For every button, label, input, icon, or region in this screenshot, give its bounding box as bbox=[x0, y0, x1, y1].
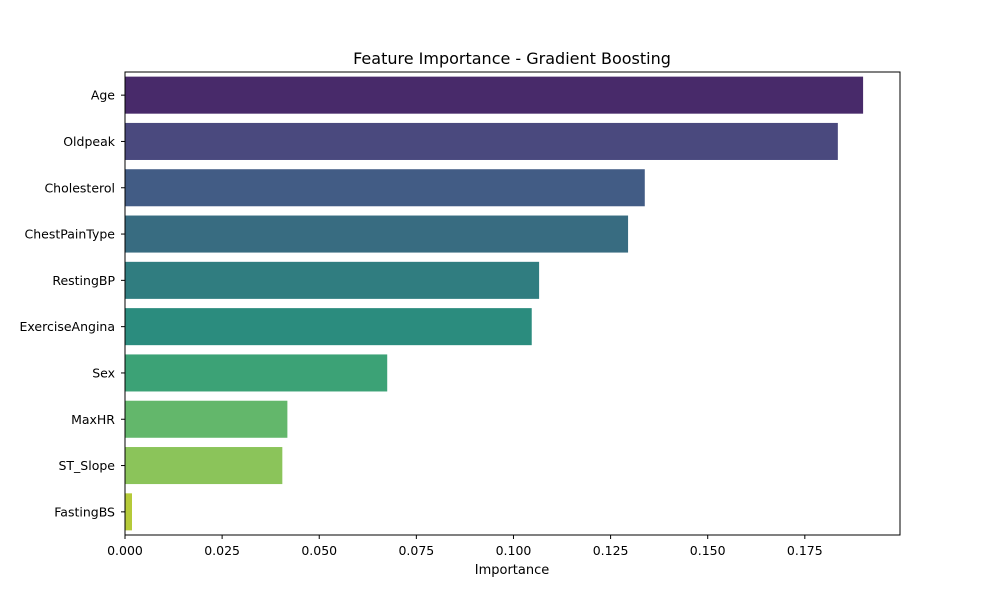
plot-frame bbox=[124, 71, 901, 536]
bar-maxhr bbox=[125, 400, 288, 438]
bar-exerciseangina bbox=[125, 308, 532, 346]
x-tick-label: 0.100 bbox=[496, 543, 532, 558]
y-tick-label: ExerciseAngina bbox=[20, 319, 115, 334]
y-axis-ticks: Age Oldpeak Cholesterol ChestPainType Restin… bbox=[20, 88, 125, 519]
x-tick-label: 0.025 bbox=[204, 543, 240, 558]
x-tick-label: 0.150 bbox=[690, 543, 726, 558]
y-tick-label: Age bbox=[91, 88, 115, 103]
bar-fastingbs bbox=[125, 493, 132, 531]
y-tick-label: ST_Slope bbox=[58, 458, 115, 473]
y-tick-label: ChestPainType bbox=[25, 227, 116, 242]
y-tick-label: MaxHR bbox=[71, 412, 115, 427]
y-tick-label: Cholesterol bbox=[44, 180, 115, 195]
chart-title: Feature Importance - Gradient Boosting bbox=[353, 49, 671, 68]
x-tick-label: 0.125 bbox=[593, 543, 629, 558]
bar-oldpeak bbox=[125, 122, 838, 160]
bar-cholesterol bbox=[125, 169, 645, 207]
bars-group bbox=[125, 76, 864, 531]
x-tick-label: 0.175 bbox=[787, 543, 823, 558]
x-axis-label: Importance bbox=[475, 563, 550, 578]
bar-st-slope bbox=[125, 447, 283, 485]
x-tick-label: 0.075 bbox=[398, 543, 434, 558]
y-tick-label: Oldpeak bbox=[63, 134, 116, 149]
x-tick-label: 0.000 bbox=[107, 543, 143, 558]
y-tick-label: FastingBS bbox=[54, 504, 115, 519]
y-tick-label: Sex bbox=[92, 365, 115, 380]
x-axis-ticks: 0.000 0.025 0.050 0.075 0.100 0.125 0.150 0.175 bbox=[107, 535, 823, 558]
bar-chestpaintype bbox=[125, 215, 629, 253]
y-tick-label: RestingBP bbox=[52, 273, 115, 288]
x-tick-label: 0.050 bbox=[301, 543, 337, 558]
bar-sex bbox=[125, 354, 388, 392]
bar-age bbox=[125, 76, 864, 114]
bar-restingbp bbox=[125, 261, 540, 299]
